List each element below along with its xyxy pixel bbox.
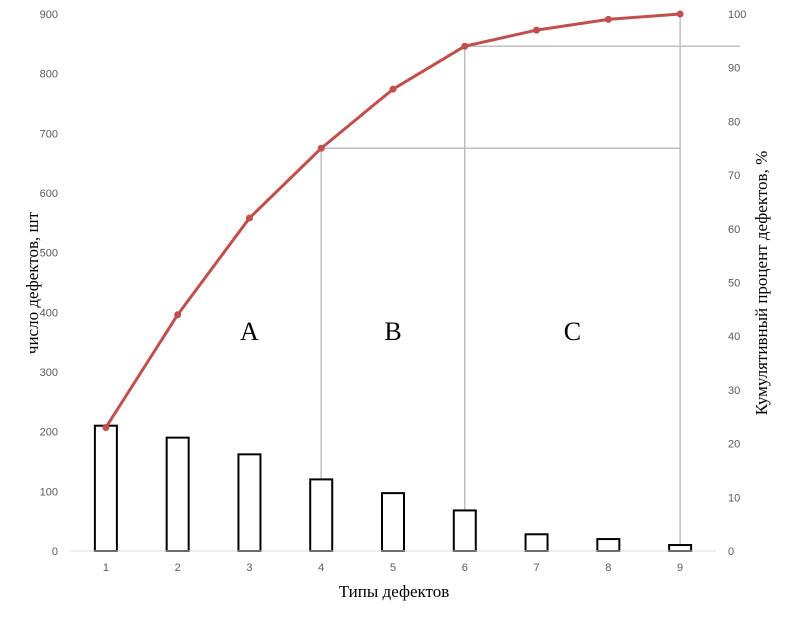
y-tick-label: 0 <box>52 546 58 558</box>
y-tick-label: 500 <box>40 248 58 260</box>
y2-tick-label: 50 <box>728 278 740 290</box>
y-tick-labels: 0 100 200 300 400 500 600 700 800 900 <box>40 9 58 558</box>
cumulative-point-1 <box>102 423 110 431</box>
x-tick-labels: 1 2 3 4 5 6 7 8 9 <box>103 562 683 574</box>
y2-tick-labels: 0 10 20 30 40 50 60 70 80 90 100 <box>728 9 746 558</box>
y-tick-label: 100 <box>40 486 58 498</box>
bar-1 <box>93 424 118 553</box>
reference-lines <box>320 14 740 551</box>
bar-9 <box>668 544 693 552</box>
region-labels: A B C <box>240 317 581 346</box>
bar-5 <box>381 492 405 552</box>
region-label-A: A <box>240 317 259 346</box>
region-label-B: B <box>384 317 401 346</box>
x-tick-label: 8 <box>605 562 611 574</box>
y2-tick-label: 80 <box>728 116 740 128</box>
cumulative-point-5 <box>389 85 397 93</box>
cumulative-point-6 <box>461 42 469 50</box>
y2-tick-label: 10 <box>728 492 740 504</box>
x-axis-title: Типы дефектов <box>339 582 450 601</box>
x-tick-label: 6 <box>462 562 468 574</box>
cumulative-line-series <box>102 10 684 431</box>
y2-tick-label: 90 <box>728 63 740 75</box>
bar-7 <box>524 533 549 553</box>
y2-tick-label: 60 <box>728 224 740 236</box>
region-label-C: C <box>564 317 581 346</box>
bar-3 <box>237 453 262 552</box>
y2-axis-title: Кумулятивный процент дефектов, % <box>752 151 771 415</box>
cumulative-point-3 <box>245 214 253 222</box>
bar-6 <box>452 509 477 552</box>
bar-series <box>93 424 693 553</box>
bar-2 <box>165 436 190 552</box>
y2-tick-label: 70 <box>728 170 740 182</box>
y-axis-title: число дефектов, шт <box>23 211 42 354</box>
y-tick-label: 900 <box>40 9 58 21</box>
y2-tick-label: 20 <box>728 439 740 451</box>
y-tick-label: 600 <box>40 188 58 200</box>
y-tick-label: 200 <box>40 427 58 439</box>
x-tick-label: 9 <box>677 562 683 574</box>
cumulative-point-4 <box>317 144 325 152</box>
x-tick-label: 5 <box>390 562 396 574</box>
cumulative-point-2 <box>174 311 182 319</box>
y2-tick-label: 40 <box>728 331 740 343</box>
cumulative-point-9 <box>676 10 684 18</box>
x-tick-label: 7 <box>533 562 539 574</box>
bar-4 <box>309 478 334 552</box>
y-tick-label: 800 <box>40 69 58 81</box>
cumulative-point-7 <box>533 26 541 34</box>
cumulative-line <box>104 12 681 429</box>
cumulative-point-8 <box>604 15 612 23</box>
y-tick-label: 400 <box>40 307 58 319</box>
y-tick-label: 700 <box>40 128 58 140</box>
x-tick-label: 1 <box>103 562 109 574</box>
x-tick-label: 2 <box>175 562 181 574</box>
y2-tick-label: 30 <box>728 385 740 397</box>
bar-8 <box>596 538 621 552</box>
x-tick-label: 4 <box>318 562 324 574</box>
y2-tick-label: 100 <box>728 9 746 21</box>
x-tick-label: 3 <box>246 562 252 574</box>
y2-tick-label: 0 <box>728 546 734 558</box>
y-tick-label: 300 <box>40 367 58 379</box>
